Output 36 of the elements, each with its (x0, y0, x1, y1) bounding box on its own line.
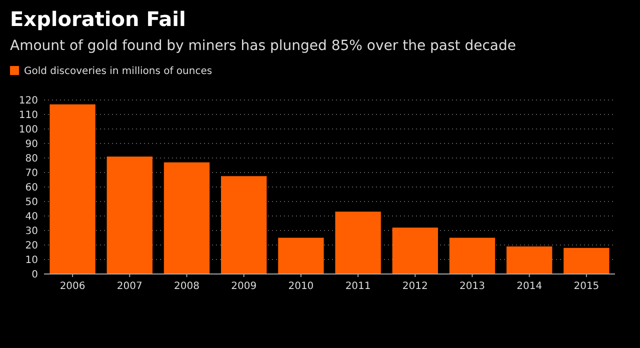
bar (392, 228, 438, 274)
x-tick-label: 2015 (574, 281, 600, 292)
bar (278, 238, 324, 274)
y-tick-label: 80 (25, 154, 38, 164)
y-tick-label: 0 (32, 270, 38, 280)
x-tick-label: 2013 (460, 281, 485, 292)
y-tick-label: 110 (18, 110, 38, 121)
legend-label: Gold discoveries in millions of ounces (24, 66, 212, 77)
y-tick-label: 90 (25, 139, 38, 150)
y-tick-label: 20 (25, 240, 38, 252)
bar (164, 162, 210, 274)
y-tick-label: 120 (18, 96, 38, 106)
x-tick-label: 2010 (288, 281, 314, 292)
y-tick-label: 70 (25, 168, 38, 179)
y-tick-label: 10 (25, 255, 38, 266)
x-tick-label: 2012 (402, 281, 428, 292)
bar (564, 248, 610, 274)
bar (506, 246, 552, 274)
x-tick-label: 2011 (345, 281, 371, 292)
y-tick-label: 40 (25, 212, 38, 222)
bar (106, 156, 152, 274)
x-tick-label: 2006 (60, 281, 86, 292)
x-tick-label: 2009 (231, 281, 257, 292)
bar (449, 238, 496, 274)
chart-title: Exploration Fail (10, 7, 186, 31)
y-tick-label: 50 (25, 197, 38, 208)
x-tick-label: 2007 (116, 281, 142, 292)
bar (50, 104, 96, 274)
y-tick-label: 100 (18, 124, 38, 136)
x-tick-label: 2008 (174, 281, 200, 292)
x-tick-label: 2014 (516, 281, 542, 292)
bar (221, 176, 267, 274)
bar (335, 212, 381, 274)
chart-subtitle: Amount of gold found by miners has plunged 85% over the past decade (10, 38, 516, 54)
y-tick-label: 60 (25, 182, 38, 194)
y-tick-label: 30 (25, 226, 38, 237)
